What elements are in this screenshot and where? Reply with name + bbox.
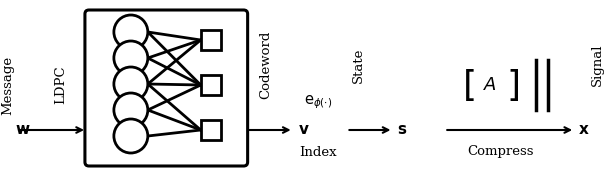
Circle shape [114, 67, 148, 101]
FancyBboxPatch shape [85, 10, 248, 166]
Circle shape [114, 93, 148, 127]
Text: $\mathbf{x}$: $\mathbf{x}$ [578, 123, 590, 138]
Text: Message: Message [2, 55, 15, 115]
Text: $\mathbf{v}$: $\mathbf{v}$ [297, 123, 310, 138]
Bar [201, 75, 221, 95]
Text: Codeword: Codeword [259, 31, 272, 99]
Text: Index: Index [300, 146, 337, 158]
Circle shape [114, 119, 148, 153]
Text: Signal: Signal [591, 44, 603, 86]
Circle shape [114, 15, 148, 49]
Text: $\mathbf{s}$: $\mathbf{s}$ [397, 123, 408, 138]
Text: $\mathbf{w}$: $\mathbf{w}$ [15, 123, 31, 138]
Text: State: State [352, 47, 365, 83]
Text: $]$: $]$ [506, 67, 519, 103]
Text: LDPC: LDPC [54, 66, 67, 104]
Text: $[$: $[$ [462, 67, 474, 103]
Bar [201, 30, 221, 50]
Text: Compress: Compress [467, 146, 534, 158]
Bar [201, 120, 221, 140]
Circle shape [114, 41, 148, 75]
Text: $\mathrm{e}_{\phi(\cdot)}$: $\mathrm{e}_{\phi(\cdot)}$ [304, 93, 333, 111]
Text: $A$: $A$ [483, 76, 497, 94]
